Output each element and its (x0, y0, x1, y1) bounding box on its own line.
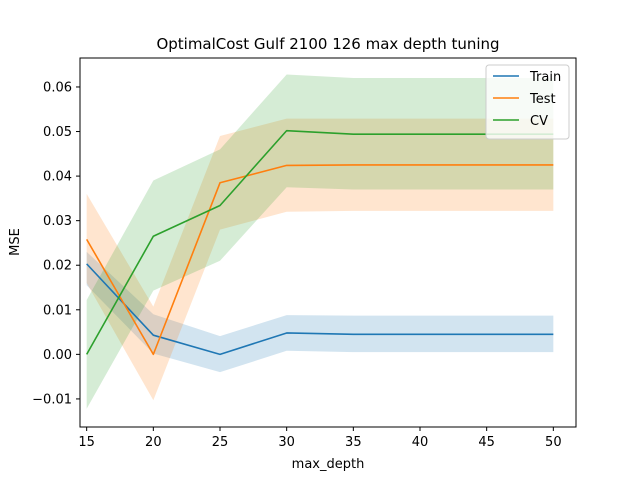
y-tick-label: 0.04 (43, 170, 72, 185)
line-cv (85, 129, 554, 355)
band-test (86, 118, 554, 401)
legend: Train Test CV (485, 64, 570, 140)
y-tick-label: 0.03 (43, 214, 72, 229)
x-tick-label: 20 (145, 435, 162, 450)
x-tick-label: 45 (478, 435, 495, 450)
y-tick-label: 0.06 (43, 80, 72, 95)
legend-label-train: Train (529, 70, 561, 85)
y-tick-label: 0.02 (43, 259, 72, 274)
y-tick-label: 0.01 (43, 303, 72, 318)
band-train (86, 251, 554, 373)
x-axis: 15 20 25 30 35 40 45 50 (78, 427, 562, 450)
band-cv (86, 74, 554, 409)
y-tick-label: −0.01 (32, 392, 72, 407)
x-tick-label: 25 (212, 435, 229, 450)
legend-label-test: Test (529, 92, 556, 107)
y-axis: −0.01 0.00 0.01 0.02 0.03 0.04 0.05 0.06 (32, 80, 80, 407)
x-tick-label: 35 (345, 435, 362, 450)
x-tick-label: 40 (412, 435, 429, 450)
x-axis-title: max_depth (292, 457, 365, 472)
x-tick-label: 15 (78, 435, 95, 450)
line-test (85, 164, 554, 356)
legend-label-cv: CV (530, 114, 548, 129)
y-tick-label: 0.00 (43, 348, 72, 363)
plot-frame (79, 57, 577, 428)
x-tick-label: 30 (278, 435, 295, 450)
y-axis-title: MSE (8, 228, 23, 256)
y-tick-label: 0.05 (43, 125, 72, 140)
line-train (86, 263, 554, 356)
confidence-bands (86, 74, 554, 409)
series-lines (85, 129, 554, 356)
chart-title: OptimalCost Gulf 2100 126 max depth tuni… (156, 35, 499, 53)
x-tick-label: 50 (545, 435, 562, 450)
